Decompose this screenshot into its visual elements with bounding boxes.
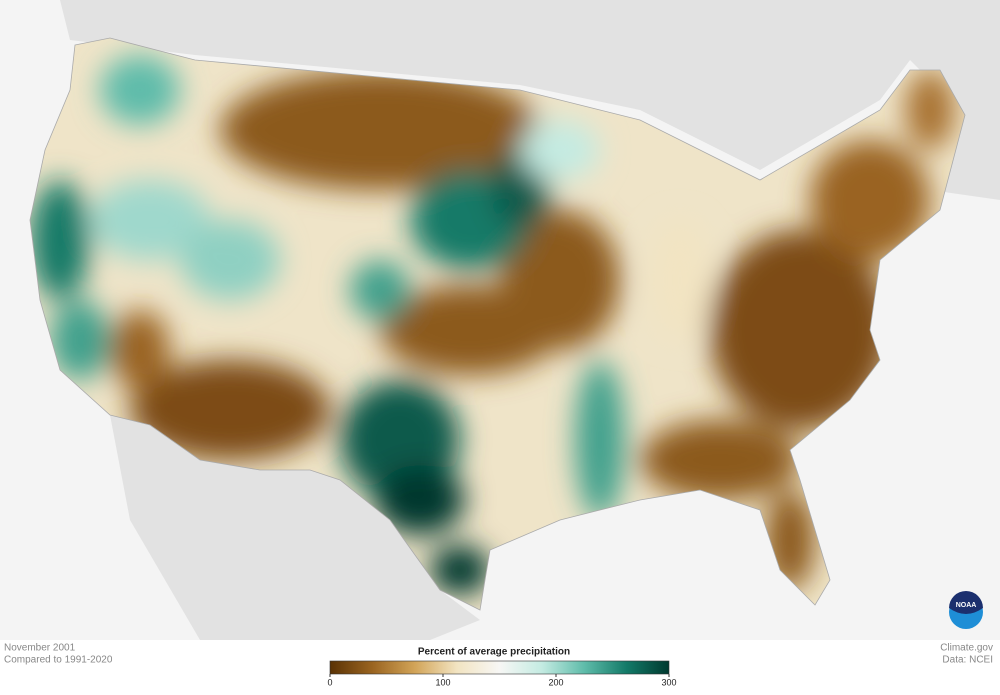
logo-text: NOAA (956, 602, 977, 609)
date-label: November 2001 (4, 643, 76, 654)
data-source: Data: NCEI (942, 655, 993, 666)
canada (60, 0, 1000, 200)
legend-tick-label: 300 (661, 677, 676, 687)
color-bar (329, 660, 670, 675)
source-site: Climate.gov (940, 643, 993, 654)
baseline-label: Compared to 1991-2020 (4, 655, 113, 666)
legend-tick-label: 200 (548, 677, 563, 687)
noaa-logo: NOAA (949, 591, 983, 629)
legend-tick-label: 0 (327, 677, 332, 687)
legend-title: Percent of average precipitation (418, 647, 570, 658)
legend-tick-label: 100 (435, 677, 450, 687)
mexico (110, 415, 480, 640)
